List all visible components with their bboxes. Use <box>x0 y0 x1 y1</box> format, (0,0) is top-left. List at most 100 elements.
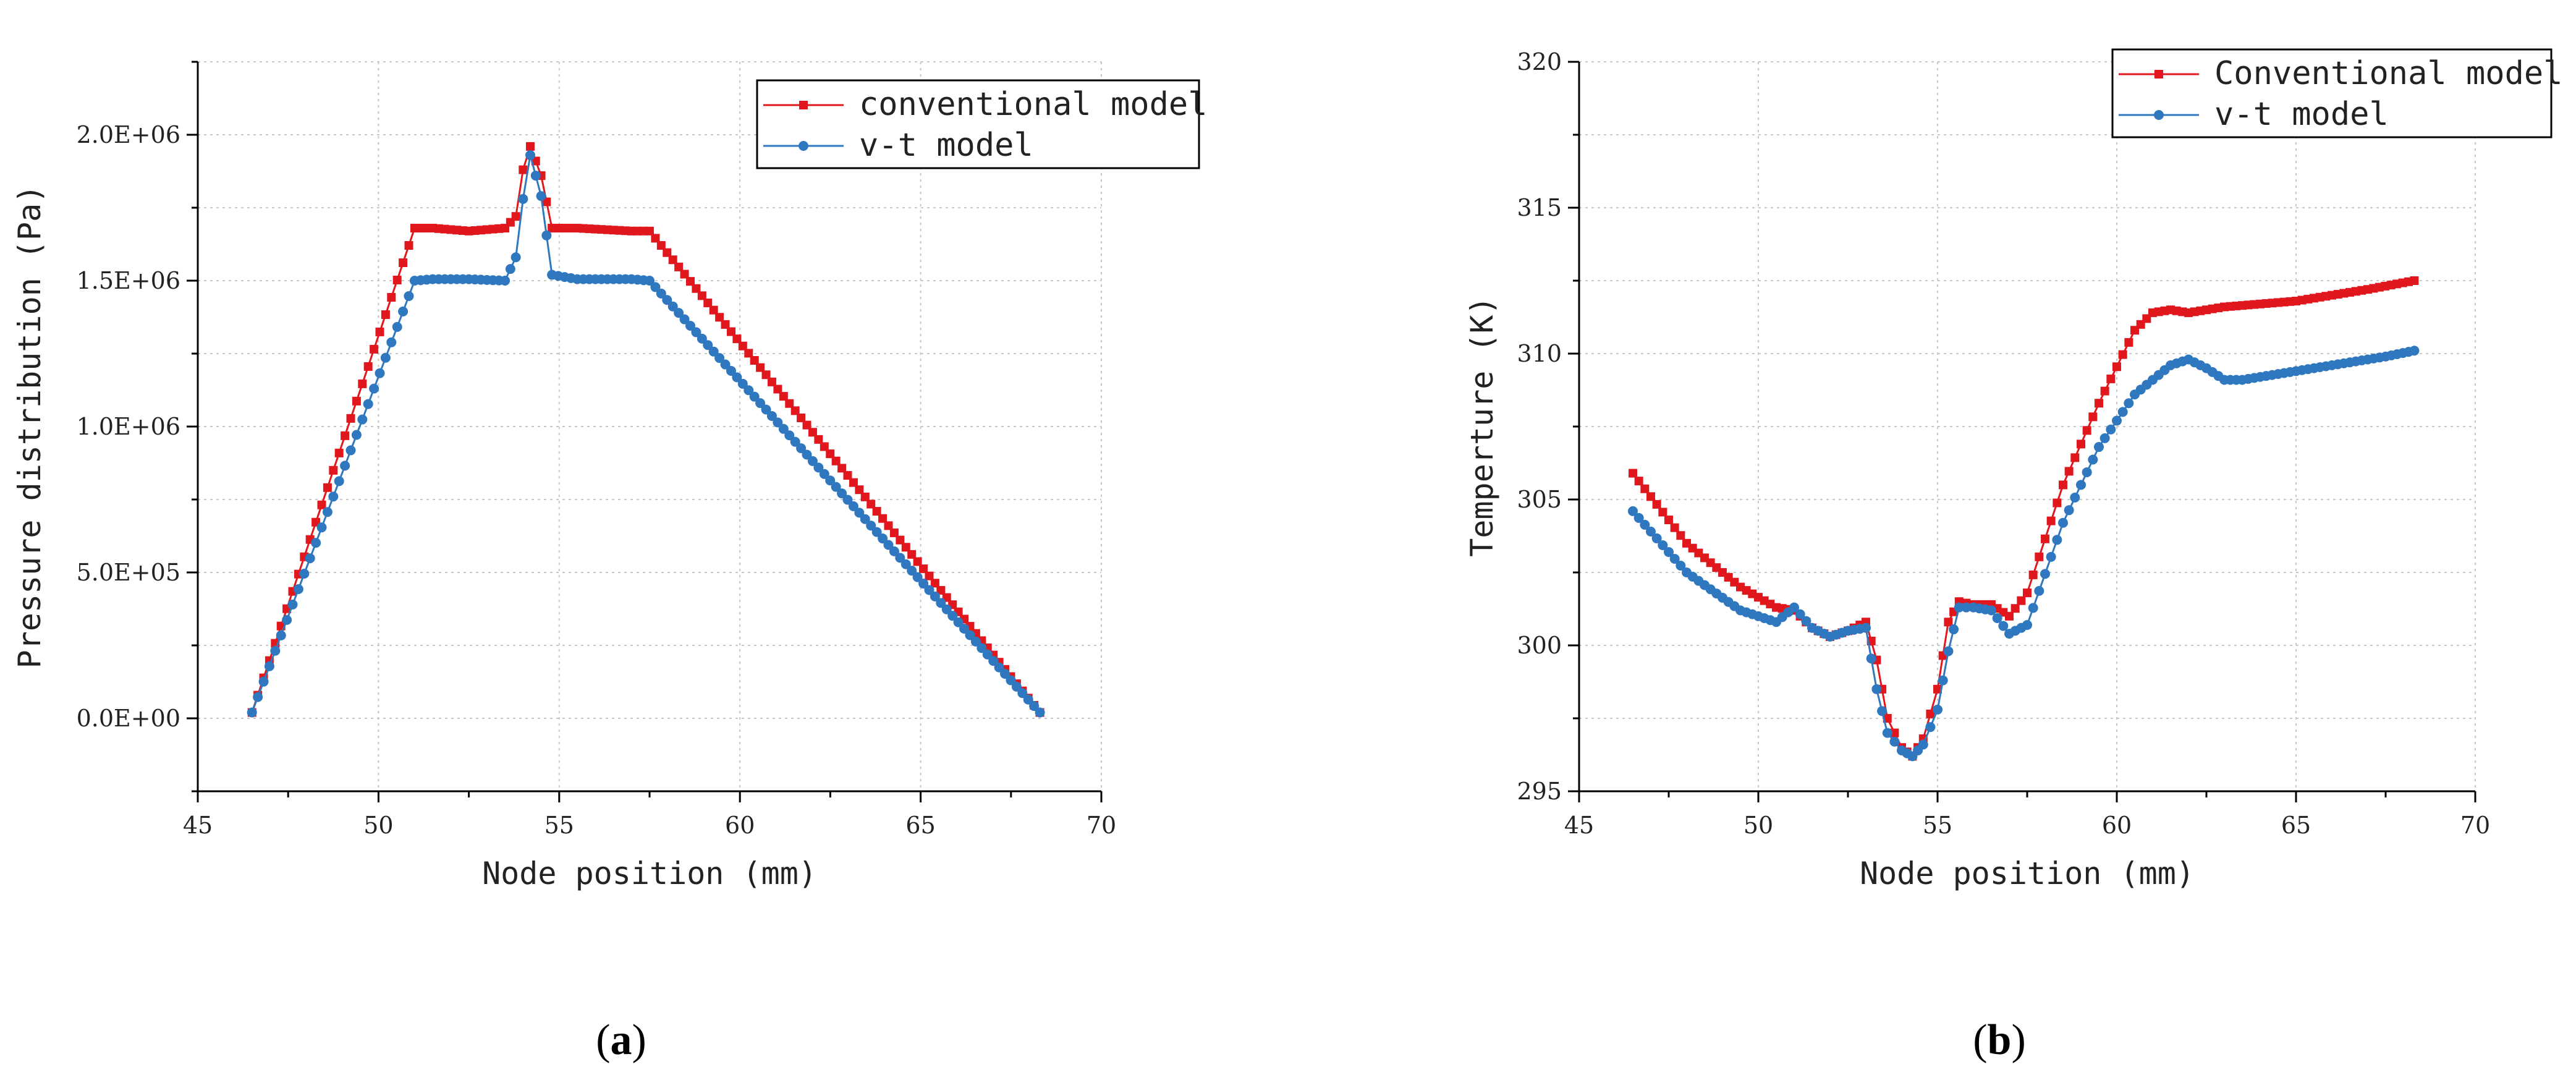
data-point <box>519 165 528 174</box>
y-tick-label: 310 <box>1517 340 1562 367</box>
data-point <box>732 334 742 344</box>
data-point <box>907 566 917 576</box>
data-point <box>1933 704 1943 715</box>
data-point <box>328 491 339 502</box>
data-point <box>1670 523 1679 532</box>
data-point <box>773 385 782 394</box>
data-point <box>866 499 876 509</box>
legend-label: Conventional model <box>2214 55 2563 92</box>
data-point <box>1961 602 1972 613</box>
x-tick-label: 65 <box>2281 812 2311 839</box>
x-tick-label: 50 <box>1743 812 1773 839</box>
data-point <box>1877 706 1888 716</box>
data-point <box>779 392 788 401</box>
data-point <box>2124 398 2134 409</box>
data-point <box>2099 433 2110 443</box>
data-point <box>959 624 970 634</box>
data-point <box>518 193 528 204</box>
data-point <box>878 514 888 523</box>
data-point <box>525 150 536 161</box>
data-point <box>679 314 690 325</box>
data-point <box>953 617 964 627</box>
x-tick-label: 70 <box>2460 812 2490 839</box>
gridlines <box>198 61 1102 791</box>
data-point <box>1949 624 1959 635</box>
data-point <box>744 349 753 358</box>
data-point <box>790 406 800 415</box>
data-point <box>282 614 292 625</box>
data-point <box>329 465 338 475</box>
data-point <box>375 327 384 336</box>
data-point <box>667 301 678 312</box>
data-point <box>778 423 789 434</box>
data-point <box>650 282 661 292</box>
data-point <box>305 553 315 564</box>
data-point <box>2023 589 2032 598</box>
data-point <box>530 171 541 181</box>
data-point <box>896 535 905 545</box>
data-point <box>258 676 269 687</box>
data-point <box>737 378 748 389</box>
data-point <box>831 482 841 492</box>
data-point <box>680 270 689 279</box>
data-point <box>645 226 654 236</box>
data-point <box>2017 596 2026 605</box>
gridlines <box>1579 61 2476 791</box>
y-tick-label: 300 <box>1517 632 1562 659</box>
data-point <box>784 430 795 441</box>
data-point <box>2100 386 2109 396</box>
data-point <box>2040 569 2050 579</box>
data-point <box>919 564 928 574</box>
data-point <box>1882 728 1892 738</box>
series-line <box>1632 279 2415 758</box>
legend-label: conventional model <box>859 86 1208 123</box>
x-tick-label: 70 <box>1087 812 1116 839</box>
data-point <box>685 277 695 286</box>
data-point <box>392 275 402 284</box>
data-point <box>691 327 701 338</box>
data-point <box>895 553 905 563</box>
data-point <box>2124 338 2133 347</box>
data-point <box>392 321 402 332</box>
data-point <box>936 585 946 595</box>
data-point <box>352 396 361 406</box>
data-point <box>511 252 521 263</box>
data-point <box>287 599 298 610</box>
data-point <box>381 310 390 319</box>
y-tick-label: 2.0E+06 <box>77 121 180 148</box>
data-point <box>1890 728 1899 737</box>
data-point <box>1926 709 1935 718</box>
data-point <box>293 584 303 594</box>
data-point <box>1933 684 1942 694</box>
data-point <box>767 377 776 386</box>
data-point <box>685 320 695 331</box>
data-point <box>1918 739 1928 750</box>
data-point <box>2034 585 2044 596</box>
data-point <box>860 492 870 501</box>
data-point <box>854 508 865 518</box>
y-tick-label: 1.0E+06 <box>77 413 180 440</box>
data-point <box>2106 424 2116 435</box>
legend-swatch-marker <box>2154 110 2164 120</box>
data-point <box>1029 701 1040 712</box>
data-point <box>404 291 414 301</box>
data-point <box>2088 412 2098 422</box>
data-point <box>871 527 882 537</box>
data-point <box>334 448 344 457</box>
data-point <box>889 528 899 537</box>
panel-label: (b) <box>1973 1016 2026 1064</box>
data-point <box>663 248 672 257</box>
y-tick-label: 5.0E+05 <box>77 559 180 586</box>
data-point <box>947 611 958 621</box>
y-tick-label: 315 <box>1517 194 1562 221</box>
data-point <box>2070 492 2080 503</box>
data-point <box>761 404 771 415</box>
data-point <box>341 431 350 440</box>
legend-box <box>756 79 1200 169</box>
data-point <box>345 445 356 456</box>
data-point <box>930 591 940 601</box>
data-point <box>819 469 829 479</box>
x-tick-label: 65 <box>905 812 935 839</box>
data-point <box>884 521 893 530</box>
x-tick-label: 45 <box>183 812 213 839</box>
